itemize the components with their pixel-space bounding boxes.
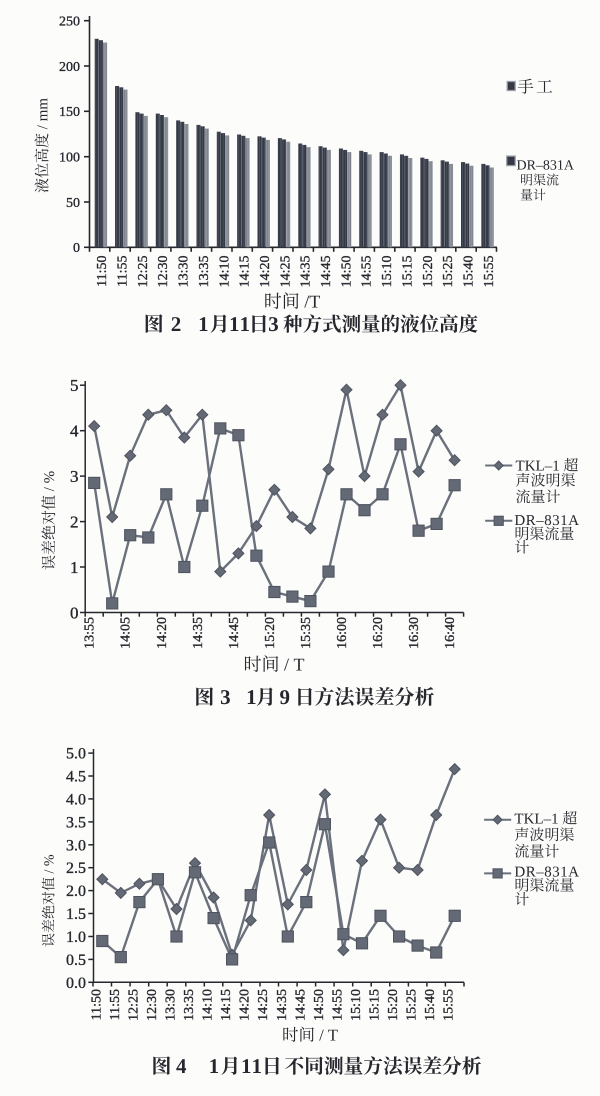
svg-text:15:10: 15:10 bbox=[380, 256, 395, 288]
svg-text:12:25: 12:25 bbox=[136, 256, 151, 288]
svg-text:14:15: 14:15 bbox=[238, 256, 253, 288]
svg-text:14:55: 14:55 bbox=[330, 989, 345, 1021]
svg-text:12:30: 12:30 bbox=[145, 989, 160, 1021]
svg-text:11:55: 11:55 bbox=[108, 989, 123, 1020]
svg-text:16:20: 16:20 bbox=[371, 617, 386, 649]
svg-text:3.0: 3.0 bbox=[66, 837, 86, 854]
svg-text:4.5: 4.5 bbox=[66, 769, 86, 786]
svg-text:16:40: 16:40 bbox=[443, 617, 458, 649]
svg-text:15:20: 15:20 bbox=[386, 989, 401, 1021]
svg-text:14:50: 14:50 bbox=[312, 989, 327, 1021]
svg-text:0.0: 0.0 bbox=[66, 975, 86, 992]
svg-text:15:55: 15:55 bbox=[442, 989, 457, 1021]
svg-text:14:55: 14:55 bbox=[360, 256, 375, 288]
svg-text:13:30: 13:30 bbox=[164, 989, 179, 1021]
svg-text:13:30: 13:30 bbox=[177, 256, 192, 288]
svg-text:14:35: 14:35 bbox=[299, 256, 314, 288]
svg-text:1.5: 1.5 bbox=[66, 906, 86, 923]
svg-text:3: 3 bbox=[70, 467, 79, 486]
svg-text:14:25: 14:25 bbox=[256, 989, 271, 1021]
svg-text:0.5: 0.5 bbox=[66, 952, 86, 969]
svg-text:14:45: 14:45 bbox=[293, 989, 308, 1021]
svg-text:0: 0 bbox=[73, 241, 80, 256]
svg-text:16:00: 16:00 bbox=[335, 617, 350, 649]
svg-text:14:45: 14:45 bbox=[319, 256, 334, 288]
svg-text:1: 1 bbox=[70, 558, 79, 577]
svg-text:4.0: 4.0 bbox=[66, 791, 86, 808]
svg-text:15:20: 15:20 bbox=[421, 256, 436, 288]
svg-text:2: 2 bbox=[70, 512, 79, 531]
svg-text:200: 200 bbox=[59, 60, 80, 75]
svg-text:15:25: 15:25 bbox=[405, 989, 420, 1021]
svg-text:14:35: 14:35 bbox=[275, 989, 290, 1021]
svg-text:15:25: 15:25 bbox=[441, 256, 456, 288]
svg-text:15:55: 15:55 bbox=[482, 256, 497, 288]
svg-text:15:40: 15:40 bbox=[423, 989, 438, 1021]
svg-text:14:35: 14:35 bbox=[191, 617, 206, 649]
svg-text:150: 150 bbox=[59, 105, 80, 120]
svg-text:1.0: 1.0 bbox=[66, 929, 86, 946]
svg-text:14:45: 14:45 bbox=[227, 617, 242, 649]
svg-text:14:05: 14:05 bbox=[119, 617, 134, 649]
svg-text:14:50: 14:50 bbox=[339, 256, 354, 288]
svg-text:2.5: 2.5 bbox=[66, 860, 86, 877]
svg-text:13:55: 13:55 bbox=[83, 617, 98, 649]
svg-text:15:10: 15:10 bbox=[349, 989, 364, 1021]
svg-text:15:15: 15:15 bbox=[368, 989, 383, 1021]
svg-text:11:50: 11:50 bbox=[89, 989, 104, 1020]
svg-text:15:40: 15:40 bbox=[462, 256, 477, 288]
svg-text:15:35: 15:35 bbox=[299, 617, 314, 649]
svg-text:50: 50 bbox=[66, 196, 80, 211]
svg-text:11:50: 11:50 bbox=[95, 256, 110, 287]
svg-text:14:25: 14:25 bbox=[278, 256, 293, 288]
svg-text:11:55: 11:55 bbox=[116, 256, 131, 287]
svg-text:14:20: 14:20 bbox=[258, 256, 273, 288]
svg-text:14:15: 14:15 bbox=[219, 989, 234, 1021]
svg-text:14:20: 14:20 bbox=[155, 617, 170, 649]
svg-text:3.5: 3.5 bbox=[66, 814, 86, 831]
svg-text:16:30: 16:30 bbox=[407, 617, 422, 649]
svg-text:15:15: 15:15 bbox=[400, 256, 415, 288]
svg-text:13:35: 13:35 bbox=[197, 256, 212, 288]
svg-text:12:25: 12:25 bbox=[126, 989, 141, 1021]
svg-text:12:30: 12:30 bbox=[156, 256, 171, 288]
svg-text:5.0: 5.0 bbox=[66, 746, 86, 763]
svg-text:14:10: 14:10 bbox=[201, 989, 216, 1021]
svg-text:14:20: 14:20 bbox=[238, 989, 253, 1021]
svg-text:250: 250 bbox=[59, 15, 80, 30]
svg-text:4: 4 bbox=[70, 422, 79, 441]
svg-text:0: 0 bbox=[70, 603, 79, 622]
svg-text:15:20: 15:20 bbox=[263, 617, 278, 649]
svg-text:14:10: 14:10 bbox=[217, 255, 232, 287]
svg-text:5: 5 bbox=[70, 376, 79, 395]
svg-text:13:35: 13:35 bbox=[182, 989, 197, 1021]
svg-text:2.0: 2.0 bbox=[66, 883, 86, 900]
svg-text:100: 100 bbox=[59, 151, 80, 166]
